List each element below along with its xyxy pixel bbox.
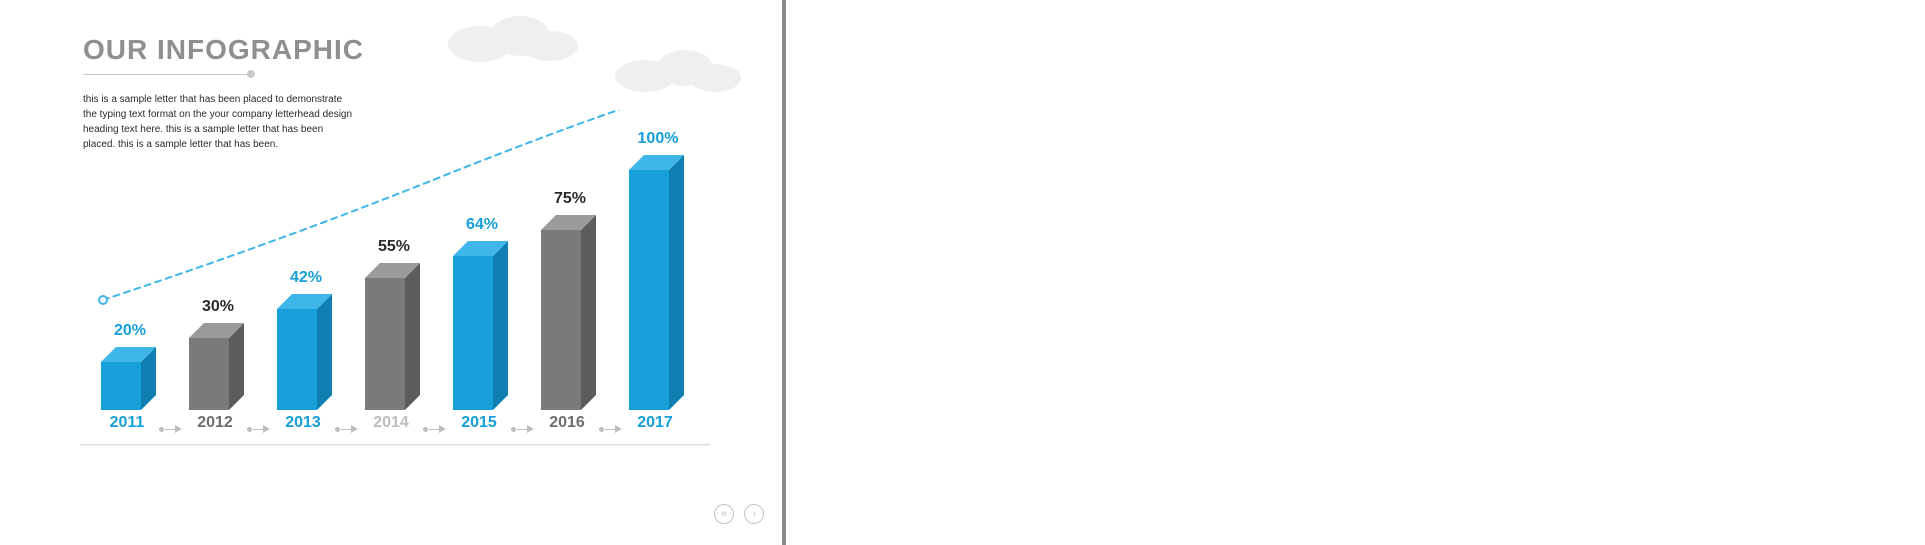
title-underline	[83, 74, 247, 75]
year-label: 2017	[625, 414, 685, 432]
year-label: 2013	[273, 414, 333, 432]
bar-value-label: 75%	[535, 190, 605, 208]
bar-value-label: 30%	[183, 298, 253, 316]
prev-button[interactable]: «	[714, 504, 734, 524]
baseline	[80, 444, 710, 446]
cloud-icon	[430, 4, 590, 64]
year-connector	[247, 424, 273, 434]
year-label: 2015	[449, 414, 509, 432]
bar-chart: 20%30%42%55%64%75%100%	[83, 150, 703, 410]
year-label: 2016	[537, 414, 597, 432]
next-button[interactable]: ›	[744, 504, 764, 524]
x-axis: 2011 2012 2013 2014 2015 2016 2017	[83, 414, 703, 444]
year-connector	[423, 424, 449, 434]
slide-description: this is a sample letter that has been pl…	[83, 92, 353, 152]
year-connector	[159, 424, 185, 434]
year-connector	[335, 424, 361, 434]
bar-value-label: 20%	[95, 322, 165, 340]
slide-nav: « ›	[708, 504, 764, 524]
bar-value-label: 55%	[359, 238, 429, 256]
year-label: 2014	[361, 414, 421, 432]
year-label: 2012	[185, 414, 245, 432]
cloud-icon	[600, 40, 750, 95]
year-connector	[599, 424, 625, 434]
year-connector	[511, 424, 537, 434]
vertical-divider	[782, 0, 786, 545]
slide-title: OUR INFOGRAPHIC	[83, 34, 364, 66]
bar-value-label: 100%	[623, 130, 693, 148]
title-underline-dot	[247, 70, 255, 78]
bar-value-label: 64%	[447, 216, 517, 234]
year-label: 2011	[97, 414, 157, 432]
bar-value-label: 42%	[271, 269, 341, 287]
slide: OUR INFOGRAPHIC this is a sample letter …	[0, 0, 782, 545]
